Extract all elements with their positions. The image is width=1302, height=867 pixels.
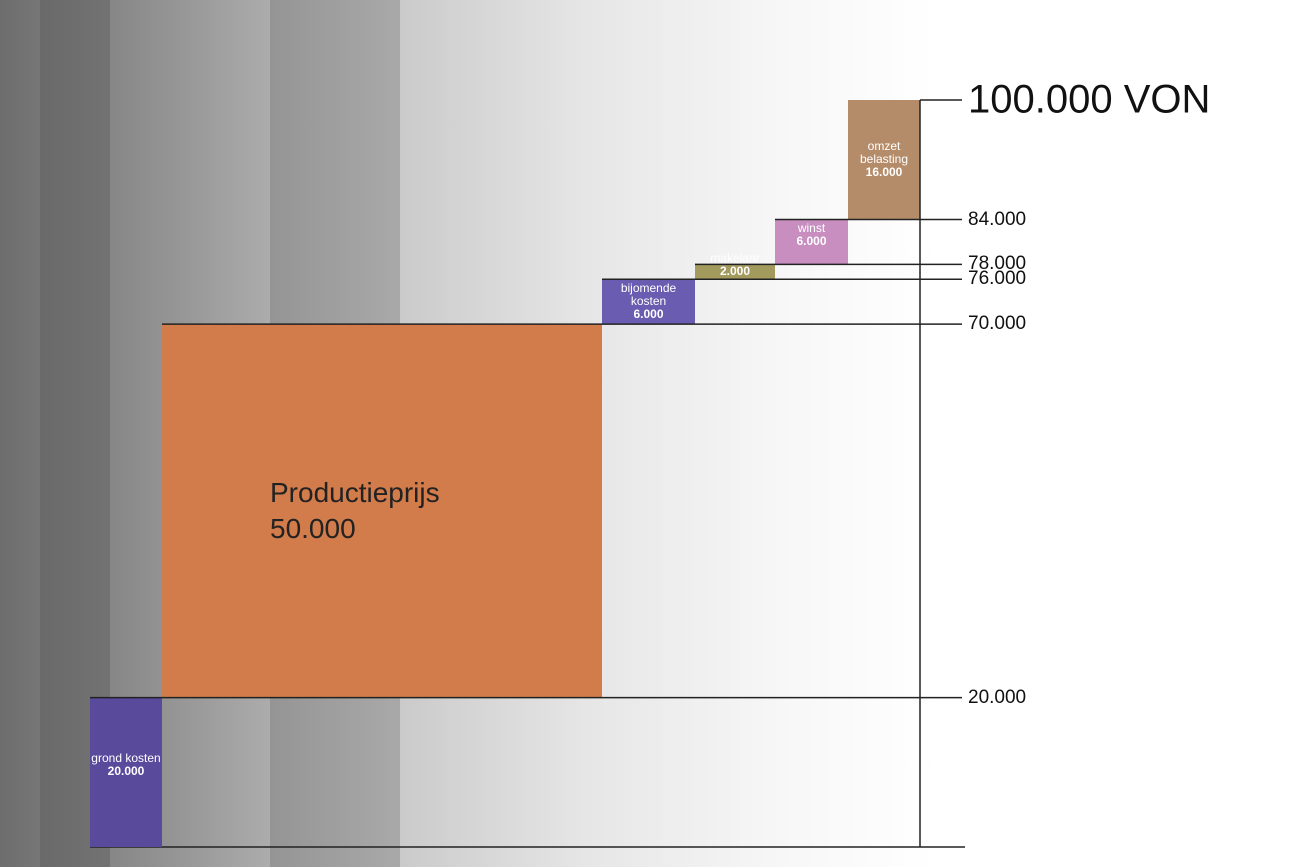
bar [775, 219, 848, 265]
value-label: 20.000 [107, 764, 145, 779]
bar [602, 279, 695, 325]
category-label: makelaar [710, 250, 760, 265]
bar [162, 324, 602, 698]
category-label: omzet belasting [859, 138, 909, 166]
segment-label: omzet belasting 16.000 [848, 138, 920, 179]
segment-label: winst 6.000 [775, 220, 848, 248]
bar [695, 264, 775, 280]
y-tick-label: 84.000 [968, 208, 1027, 230]
y-tick-label: 20.000 [968, 686, 1027, 708]
value-label: 16.000 [865, 164, 903, 179]
y-tick-label: 70.000 [968, 313, 1027, 335]
y-tick-label: 78.000 [968, 253, 1027, 275]
bar [848, 100, 920, 220]
value-label: 6.000 [633, 306, 664, 321]
category-label: winst [797, 220, 826, 235]
segment-label: makelaar 2.000 [695, 250, 775, 278]
segment-label: grond kosten 20.000 [90, 752, 162, 778]
bar [90, 697, 162, 847]
value-label: 50.000 [270, 512, 356, 544]
value-label: 6.000 [796, 233, 827, 248]
category-label: Productieprijs [270, 476, 440, 508]
category-label: bijomende kosten [620, 280, 677, 308]
segment-label: Productieprijs 50.000 [270, 475, 440, 547]
value-label: 2.000 [719, 263, 751, 278]
y-tick-label: 100.000 VON [968, 77, 1211, 122]
segment-label: bijomende kosten 6.000 [602, 280, 695, 321]
category-label: grond kosten [91, 751, 161, 766]
y-tick-label: 76.000 [968, 268, 1027, 290]
